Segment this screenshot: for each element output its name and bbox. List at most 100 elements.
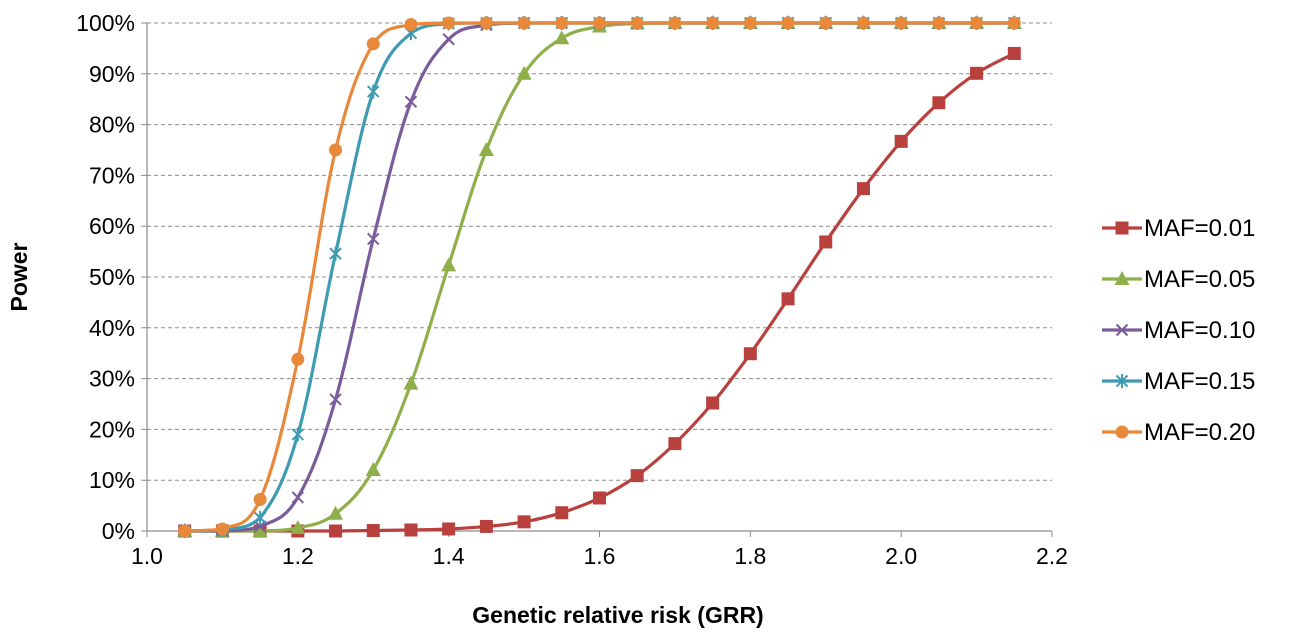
data-point-circle — [743, 16, 757, 30]
data-point-triangle — [554, 30, 570, 45]
data-point-square — [668, 437, 682, 451]
y-tick-label: 90% — [89, 61, 135, 87]
data-point-triangle — [403, 375, 419, 390]
data-point-square — [856, 182, 870, 196]
data-point-circle — [215, 522, 229, 536]
y-tick-label: 0% — [102, 518, 135, 544]
data-point-circle — [630, 16, 644, 30]
data-point-square — [442, 522, 456, 536]
x-tick-labels: 1.0 1.2 1.4 1.6 1.8 2.0 2.2 — [131, 543, 1068, 569]
data-point-square — [479, 519, 493, 533]
legend-marker-asterisk — [1115, 374, 1129, 388]
legend-marker-square — [1115, 221, 1129, 235]
data-point-asterisk — [253, 510, 267, 525]
y-axis-title: Power — [6, 242, 32, 311]
data-point-square — [894, 134, 908, 148]
data-point-circle — [555, 16, 569, 30]
data-point-triangle — [441, 257, 457, 272]
axes — [141, 22, 1053, 537]
data-point-circle — [970, 16, 984, 30]
legend-item: MAF=0.01 — [1102, 215, 1255, 242]
legend: MAF=0.01 MAF=0.05 MAF=0.10 MAF=0.15 MAF=0.20 — [1102, 215, 1255, 446]
legend-label: MAF=0.05 — [1144, 266, 1255, 293]
data-point-circle — [178, 524, 192, 538]
data-point-asterisk — [329, 246, 342, 261]
data-point-square — [743, 347, 757, 361]
x-tick-label: 1.0 — [131, 543, 163, 569]
data-point-square — [593, 491, 606, 505]
series-maf-0-10 — [178, 16, 1021, 538]
x-tick-label: 1.8 — [734, 543, 766, 569]
legend-label: MAF=0.01 — [1144, 215, 1255, 242]
series-maf-0-20 — [178, 16, 1021, 538]
data-point-square — [1007, 46, 1021, 60]
y-tick-label: 70% — [89, 162, 135, 188]
data-point-circle — [1007, 16, 1021, 30]
data-point-circle — [253, 493, 267, 507]
gridlines — [147, 22, 1052, 481]
data-point-square — [555, 506, 569, 520]
y-tick-label: 40% — [89, 315, 135, 341]
data-point-triangle — [328, 505, 344, 520]
data-point-circle — [593, 16, 606, 30]
x-tick-label: 1.6 — [584, 543, 616, 569]
y-tick-label: 10% — [89, 467, 135, 493]
data-point-circle — [517, 16, 531, 30]
data-point-x — [329, 393, 342, 406]
data-point-triangle — [478, 142, 494, 156]
data-point-circle — [442, 16, 456, 30]
data-point-square — [819, 235, 833, 249]
data-point-circle — [819, 16, 833, 30]
y-tick-labels: 0% 10% 20% 30% 40% 50% 60% 70% 80% 90% 100% — [76, 10, 135, 544]
data-point-square — [517, 515, 531, 529]
data-point-x — [404, 95, 418, 108]
data-point-asterisk — [367, 84, 380, 99]
data-point-circle — [404, 18, 418, 32]
data-point-square — [932, 96, 946, 110]
legend-marker-circle — [1115, 425, 1129, 439]
data-point-circle — [668, 16, 682, 30]
data-point-circle — [366, 37, 380, 51]
legend-item: MAF=0.15 — [1102, 368, 1255, 395]
data-point-asterisk — [291, 427, 305, 442]
data-point-x — [291, 491, 305, 504]
x-tick-label: 2.2 — [1036, 543, 1068, 569]
series-maf-0-15 — [178, 16, 1021, 538]
legend-item: MAF=0.10 — [1102, 317, 1255, 344]
data-point-square — [781, 292, 795, 306]
x-tick-label: 1.4 — [433, 543, 465, 569]
data-point-circle — [706, 16, 720, 30]
y-tick-label: 30% — [89, 366, 135, 392]
series-maf-0-01 — [178, 46, 1021, 538]
x-tick-label: 1.2 — [282, 543, 314, 569]
data-point-circle — [479, 16, 493, 30]
data-point-triangle — [516, 65, 532, 80]
legend-marker-x — [1115, 323, 1129, 337]
data-point-circle — [894, 16, 908, 30]
data-point-x — [367, 232, 380, 246]
data-point-x — [442, 33, 455, 46]
y-tick-label: 100% — [76, 10, 135, 36]
data-point-circle — [329, 143, 343, 157]
y-tick-label: 80% — [89, 112, 135, 138]
data-point-triangle — [290, 519, 306, 534]
legend-item: MAF=0.20 — [1102, 419, 1255, 446]
data-point-circle — [781, 16, 795, 30]
data-point-square — [366, 523, 380, 537]
data-point-circle — [856, 16, 870, 30]
data-point-square — [630, 469, 644, 483]
y-tick-label: 50% — [89, 264, 135, 290]
y-tick-label: 60% — [89, 213, 135, 239]
x-axis-title: Genetic relative risk (GRR) — [472, 602, 763, 628]
series-maf-0-05 — [177, 15, 1022, 537]
data-point-square — [706, 396, 720, 410]
data-point-square — [329, 524, 343, 538]
y-tick-label: 20% — [89, 416, 135, 442]
legend-label: MAF=0.15 — [1144, 368, 1255, 395]
legend-label: MAF=0.20 — [1144, 419, 1255, 446]
legend-marker-triangle — [1114, 271, 1130, 285]
data-point-circle — [932, 16, 946, 30]
series-group — [177, 15, 1022, 538]
data-point-square — [404, 523, 418, 537]
